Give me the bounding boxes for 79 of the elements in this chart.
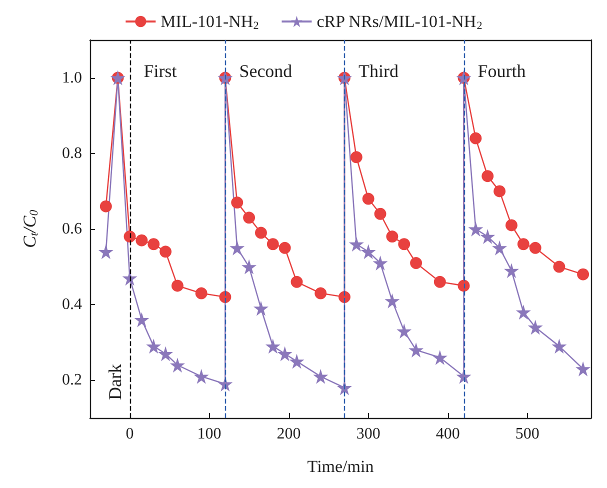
x-tick-label: 400 (436, 426, 460, 442)
point (171, 280, 184, 292)
point (170, 358, 185, 373)
point (482, 170, 494, 182)
point (529, 242, 542, 254)
point (362, 192, 374, 205)
point (517, 238, 530, 250)
point (278, 242, 291, 254)
x-tick-label: 200 (276, 426, 301, 442)
point (338, 291, 350, 304)
point (480, 229, 496, 244)
point (410, 257, 422, 270)
y-tick-label: 0.2 (62, 372, 82, 389)
point (265, 338, 280, 354)
point (386, 230, 398, 243)
point (266, 238, 279, 250)
point (494, 185, 506, 198)
point (98, 244, 114, 260)
point (408, 342, 424, 358)
point (158, 346, 174, 362)
x-tick-label: 100 (197, 426, 222, 442)
point (243, 212, 256, 224)
point (254, 226, 267, 239)
point (384, 293, 400, 308)
point (314, 287, 327, 300)
point (576, 361, 591, 376)
point (289, 354, 304, 369)
x-axis-title: Time/min (307, 457, 374, 476)
point (398, 238, 410, 250)
point (468, 222, 484, 236)
x-tick-label: 0 (126, 426, 134, 442)
point (313, 368, 328, 384)
point (148, 238, 160, 250)
point (277, 346, 292, 362)
ref-line-label: First (144, 61, 177, 81)
point (336, 380, 352, 396)
ref-line-label: Third (358, 61, 398, 81)
point (528, 320, 543, 335)
y-tick-label: 1.0 (62, 69, 82, 86)
point (434, 276, 446, 288)
point (577, 268, 590, 280)
point (470, 132, 482, 144)
x-tick-label: 500 (515, 426, 540, 442)
y-tick-label: 0.4 (62, 296, 82, 314)
point (374, 208, 386, 220)
point (516, 304, 531, 320)
point (360, 244, 376, 260)
point (146, 338, 162, 354)
annotation: Dark (104, 364, 125, 400)
point (160, 246, 172, 258)
point (136, 234, 148, 246)
point (230, 240, 245, 256)
y-tick-label: 0.6 (62, 220, 82, 238)
y-axis-title: Ct/C0 (20, 210, 40, 248)
point (134, 312, 150, 328)
y-tick-label: 0.8 (62, 144, 82, 162)
point (505, 219, 518, 232)
point (100, 200, 112, 212)
point (492, 240, 508, 256)
point (231, 196, 244, 209)
x-tick-label: 300 (356, 426, 380, 442)
ref-line-label: Second (239, 61, 292, 81)
point (552, 338, 567, 354)
point (458, 280, 470, 292)
point (242, 259, 257, 274)
point (194, 368, 209, 384)
point (504, 263, 519, 278)
point (124, 230, 136, 243)
point (372, 256, 388, 271)
point (253, 300, 268, 316)
point (290, 276, 303, 288)
point (553, 260, 566, 273)
point (432, 350, 448, 366)
ref-line-label: Fourth (478, 61, 526, 81)
point (350, 151, 362, 164)
point (219, 291, 232, 304)
point (348, 236, 364, 252)
point (396, 324, 412, 339)
point (195, 287, 208, 300)
